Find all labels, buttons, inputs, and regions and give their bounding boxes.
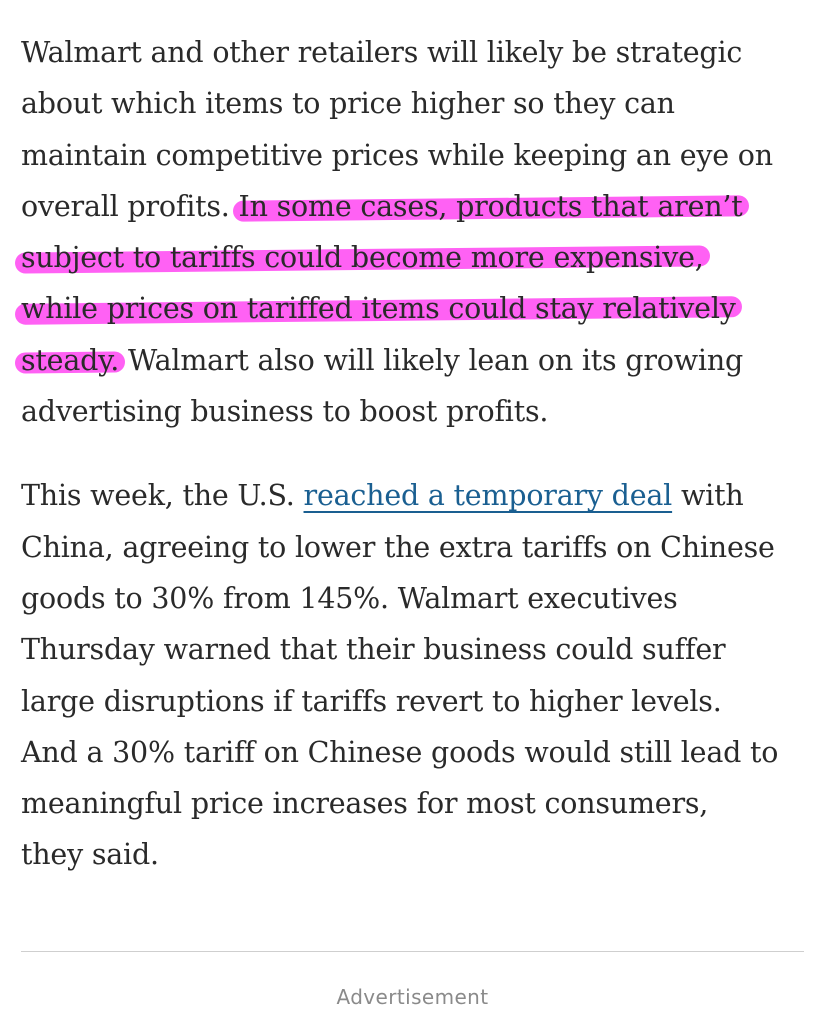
temporary-deal-link[interactable]: reached a temporary deal xyxy=(303,479,673,513)
text-line: And a 30% tariff on Chinese goods would … xyxy=(21,735,779,769)
text-line: Walmart and other retailers will likely … xyxy=(21,36,743,69)
text-line: China, agreeing to lower the extra tarif… xyxy=(21,530,775,564)
text-line: they said. xyxy=(21,838,159,872)
text-line: about which items to price higher so the… xyxy=(21,87,675,121)
text-segment: This week, the U.S. xyxy=(21,479,304,513)
text-segment: Walmart also will likely lean on its gro… xyxy=(119,343,744,377)
highlighted-text: while prices on tariffed items could sta… xyxy=(21,292,736,326)
advertisement-label: Advertisement xyxy=(336,985,489,1009)
text-line: steady. Walmart also will likely lean on… xyxy=(21,335,811,386)
highlighted-text: In some cases, products that aren’t xyxy=(238,189,743,223)
text-line: This week, the U.S. reached a temporary … xyxy=(21,470,811,521)
highlighted-text: subject to tariffs could become more exp… xyxy=(21,241,704,275)
text-line: meaningful price increases for most cons… xyxy=(21,787,709,821)
text-line: Thursday warned that their business coul… xyxy=(21,633,726,667)
text-line: while prices on tariffed items could sta… xyxy=(21,283,811,334)
paragraph-2: This week, the U.S. reached a temporary … xyxy=(21,470,811,880)
section-divider xyxy=(21,951,804,952)
text-line: subject to tariffs could become more exp… xyxy=(21,232,811,283)
text-line: overall profits. In some cases, products… xyxy=(21,181,811,232)
highlighted-text: steady. xyxy=(21,343,120,377)
text-line: goods to 30% from 145%. Walmart executiv… xyxy=(21,581,678,615)
article-body: Walmart and other retailers will likely … xyxy=(21,27,811,881)
paragraph-1: Walmart and other retailers will likely … xyxy=(21,27,811,437)
text-line: large disruptions if tariffs revert to h… xyxy=(21,684,722,718)
text-line: advertising business to boost profits. xyxy=(21,395,549,429)
text-segment: with xyxy=(672,479,744,513)
text-line: maintain competitive prices while keepin… xyxy=(21,138,773,172)
text-segment: overall profits. xyxy=(21,189,239,223)
